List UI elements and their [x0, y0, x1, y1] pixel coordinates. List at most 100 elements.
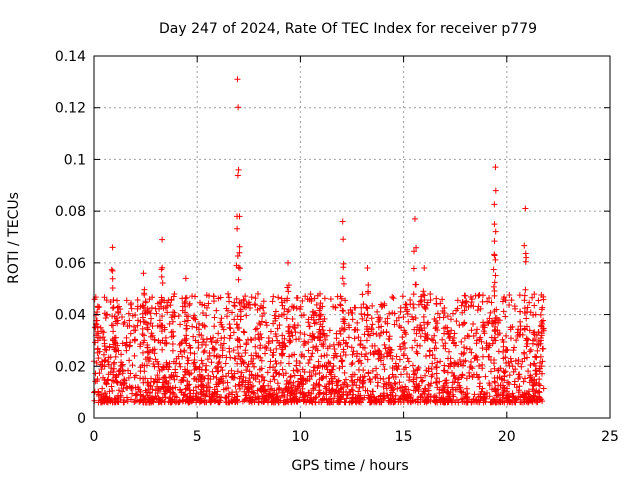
- data-point: [356, 357, 363, 364]
- data-point: [516, 374, 523, 381]
- data-point: [404, 306, 411, 313]
- data-point: [288, 389, 295, 396]
- data-point: [454, 297, 461, 304]
- data-point: [503, 397, 510, 404]
- data-point: [532, 311, 539, 318]
- data-point: [470, 396, 477, 403]
- data-point: [538, 330, 545, 337]
- data-point: [381, 380, 388, 387]
- data-point: [456, 322, 463, 329]
- data-point: [199, 336, 206, 343]
- data-point: [444, 369, 451, 376]
- data-point: [225, 294, 232, 301]
- data-point: [506, 372, 513, 379]
- data-point: [491, 378, 498, 385]
- data-point: [192, 393, 199, 400]
- data-point: [332, 304, 339, 311]
- data-point: [316, 376, 323, 383]
- data-point: [351, 371, 358, 378]
- data-point: [233, 321, 240, 328]
- data-point: [532, 362, 539, 369]
- data-point: [523, 343, 530, 350]
- data-point: [348, 344, 355, 351]
- data-point: [172, 366, 179, 373]
- data-point: [195, 326, 202, 333]
- data-point: [159, 394, 166, 401]
- data-point: [376, 332, 383, 339]
- data-point: [124, 323, 131, 330]
- data-point: [285, 307, 292, 314]
- data-point: [500, 295, 507, 302]
- data-point: [463, 298, 470, 305]
- data-point: [120, 399, 127, 406]
- data-point: [109, 275, 116, 282]
- data-point: [139, 331, 146, 338]
- data-point: [273, 345, 280, 352]
- data-point: [164, 303, 171, 310]
- data-point: [489, 340, 496, 347]
- data-point: [240, 360, 247, 367]
- data-point: [330, 362, 337, 369]
- data-point: [471, 391, 478, 398]
- data-point: [337, 330, 344, 337]
- data-point: [389, 371, 396, 378]
- data-point: [206, 384, 213, 391]
- data-point: [319, 375, 326, 382]
- data-point: [403, 370, 410, 377]
- data-point: [150, 360, 157, 367]
- data-point: [267, 378, 274, 385]
- data-point: [363, 317, 370, 324]
- data-point: [366, 375, 373, 382]
- data-point: [342, 297, 349, 304]
- data-point: [218, 315, 225, 322]
- data-point: [308, 353, 315, 360]
- data-point: [307, 397, 314, 404]
- data-point: [101, 294, 108, 301]
- data-point: [231, 303, 238, 310]
- data-point: [427, 296, 434, 303]
- data-point: [348, 309, 355, 316]
- data-point: [105, 358, 112, 365]
- data-point: [210, 373, 217, 380]
- data-point: [409, 397, 416, 404]
- data-point: [315, 316, 322, 323]
- data-point: [99, 362, 106, 369]
- data-point: [487, 309, 494, 316]
- plot-frame: [93, 55, 611, 419]
- data-point: [521, 325, 528, 332]
- data-point: [211, 352, 218, 359]
- data-point: [458, 350, 465, 357]
- data-point: [149, 294, 156, 301]
- data-point: [218, 335, 225, 342]
- data-point: [380, 395, 387, 402]
- data-point: [151, 363, 158, 370]
- data-point: [480, 353, 487, 360]
- data-point: [397, 395, 404, 402]
- data-point: [154, 372, 161, 379]
- data-point: [192, 363, 199, 370]
- data-point: [129, 390, 136, 397]
- data-point: [393, 317, 400, 324]
- data-point: [306, 296, 313, 303]
- data-point: [311, 295, 318, 302]
- data-point: [307, 291, 314, 298]
- data-point: [199, 360, 206, 367]
- data-point: [309, 350, 316, 357]
- data-point: [337, 353, 344, 360]
- data-point: [428, 336, 435, 343]
- data-point: [414, 342, 421, 349]
- data-point: [414, 350, 421, 357]
- data-point: [482, 373, 489, 380]
- data-point: [531, 302, 538, 309]
- data-point: [439, 296, 446, 303]
- data-point: [459, 398, 466, 405]
- data-point: [404, 311, 411, 318]
- data-point: [176, 398, 183, 405]
- data-point: [163, 339, 170, 346]
- data-point: [123, 347, 130, 354]
- data-point: [396, 343, 403, 350]
- data-point: [300, 341, 307, 348]
- data-point: [408, 313, 415, 320]
- data-point: [410, 304, 417, 311]
- data-point: [312, 371, 319, 378]
